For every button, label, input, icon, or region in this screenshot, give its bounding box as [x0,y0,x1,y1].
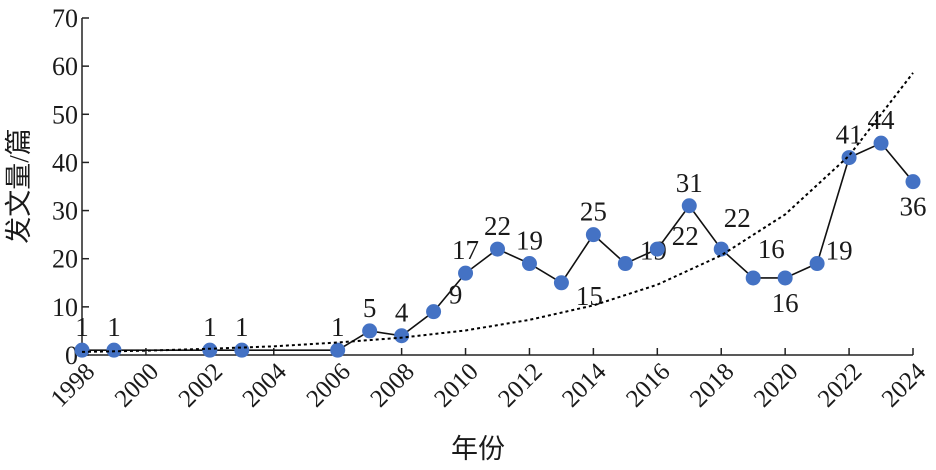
point [585,227,601,243]
y-tick-label: 70 [52,4,78,33]
point [426,304,442,320]
data-label: 16 [772,288,799,318]
data-label: 1 [107,312,121,342]
point [617,256,633,272]
y-tick-label: 0 [65,341,78,370]
point [362,323,378,339]
y-tick-label: 60 [52,52,78,81]
point [777,270,793,286]
x-tick-label: 2024 [877,358,932,413]
y-tick-label: 30 [52,197,78,226]
data-label: 19 [516,226,543,256]
data-label: 1 [331,312,345,342]
data-label: 16 [758,234,785,264]
data-label: 1 [75,312,89,342]
y-tick-label: 50 [52,100,78,129]
point [458,265,474,281]
x-axis-label: 年份 [451,434,505,464]
point [649,241,665,257]
point [521,256,537,272]
point [394,328,410,344]
x-tick-label: 2014 [557,358,612,413]
point [905,174,921,190]
x-tick-label: 2016 [621,358,675,412]
x-tick-label: 2004 [238,358,293,413]
data-label: 41 [836,120,863,150]
data-label: 1 [235,312,249,342]
point [106,342,122,358]
data-label: 22 [724,203,751,233]
point [681,198,697,214]
data-label: 25 [580,197,607,227]
x-tick-label: 2018 [685,358,739,412]
point [809,256,825,272]
data-label: 5 [363,293,377,323]
data-label: 19 [826,236,853,266]
point [553,275,569,291]
point [234,342,250,358]
point [330,342,346,358]
x-tick-label: 2020 [749,358,803,412]
data-label: 22 [484,211,511,241]
data-label: 1 [203,312,217,342]
y-tick-label: 20 [52,245,78,274]
x-tick-label: 1998 [46,358,100,412]
y-tick-label: 40 [52,148,78,177]
data-label: 44 [868,105,896,135]
data-label: 9 [449,280,463,310]
data-label: 17 [452,235,479,265]
x-tick-label: 2010 [429,358,483,412]
x-tick-label: 2012 [493,358,547,412]
point [713,241,729,257]
point [490,241,505,257]
x-tick-label: 2022 [813,358,867,412]
data-label: 36 [900,192,927,222]
point [745,270,761,286]
line [81,72,914,353]
x-tick-label: 2000 [110,358,164,412]
data-label: 22 [672,221,699,251]
point [74,342,90,358]
y-axis-label: 发文量/篇 [4,128,34,244]
point [841,150,857,166]
point [873,135,889,151]
x-tick-label: 2002 [174,358,228,412]
x-tick-label: 2006 [301,358,355,412]
data-label: 4 [395,298,409,328]
y-tick-label: 10 [52,293,78,322]
point [202,342,218,358]
data-label: 31 [676,168,703,198]
x-tick-label: 2008 [365,358,419,412]
